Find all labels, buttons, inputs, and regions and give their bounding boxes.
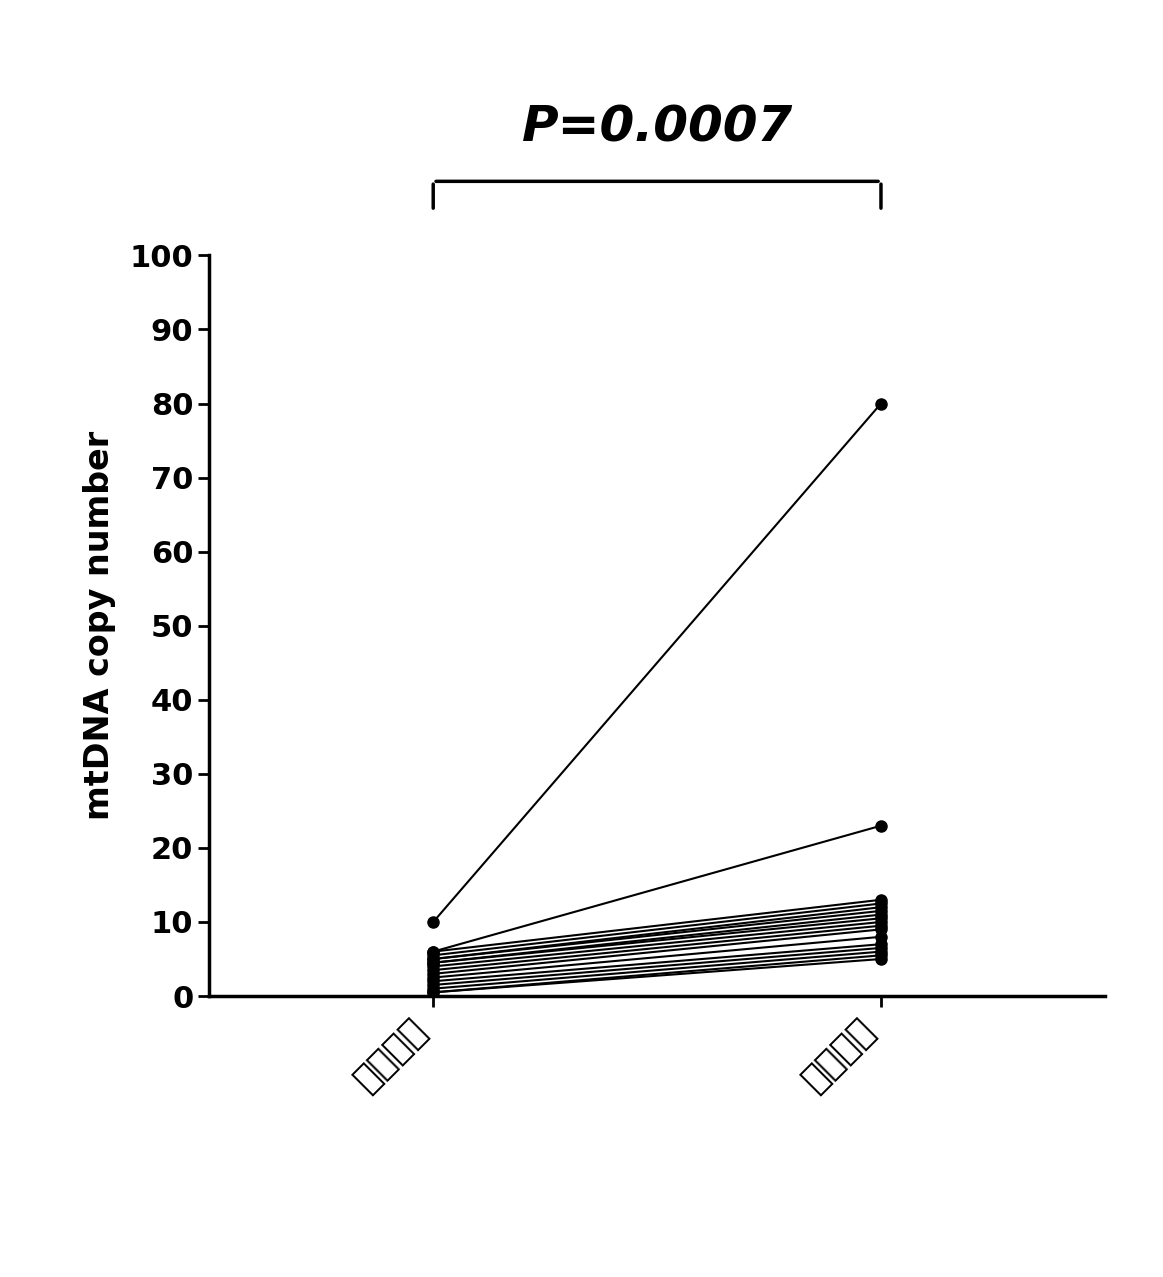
Text: P=0.0007: P=0.0007 (521, 103, 793, 152)
Y-axis label: mtDNA copy number: mtDNA copy number (83, 432, 116, 820)
